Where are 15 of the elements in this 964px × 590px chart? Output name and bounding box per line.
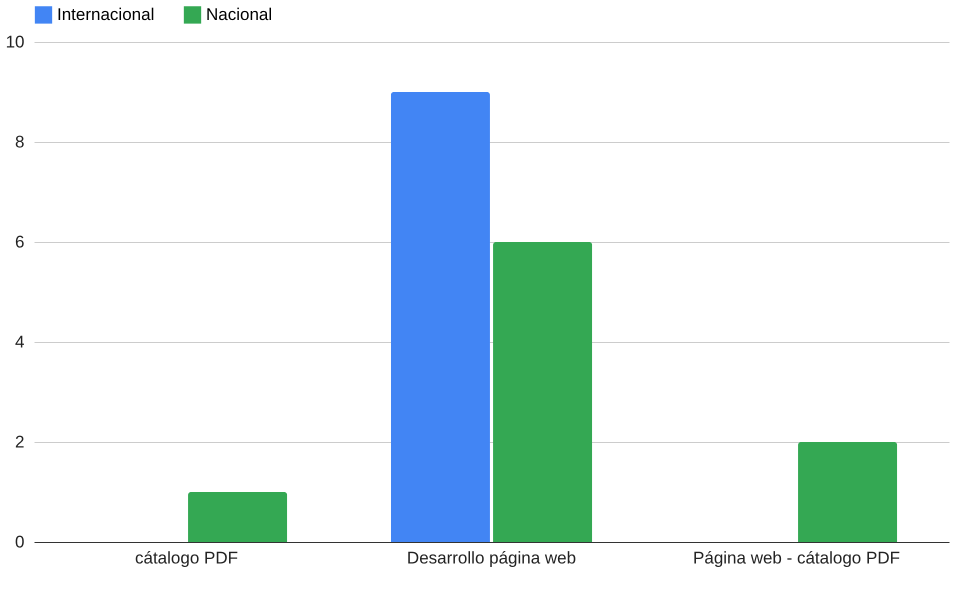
legend-label: Internacional	[57, 4, 154, 24]
y-tick-label: 0	[15, 532, 24, 552]
bar	[390, 92, 490, 542]
bar	[188, 492, 288, 542]
bar	[798, 442, 898, 542]
y-tick-label: 6	[15, 232, 24, 252]
y-tick-label: 4	[15, 332, 24, 352]
x-tick-label: Página web - cátalogo PDF	[693, 548, 900, 568]
y-tick-label: 8	[15, 132, 24, 152]
y-tick-label: 2	[15, 432, 24, 452]
y-tick-label: 10	[6, 32, 24, 52]
x-tick-label: cátalogo PDF	[135, 548, 238, 568]
legend-label: Nacional	[206, 4, 272, 24]
x-tick-label: Desarrollo página web	[406, 548, 576, 568]
bar	[493, 242, 592, 542]
